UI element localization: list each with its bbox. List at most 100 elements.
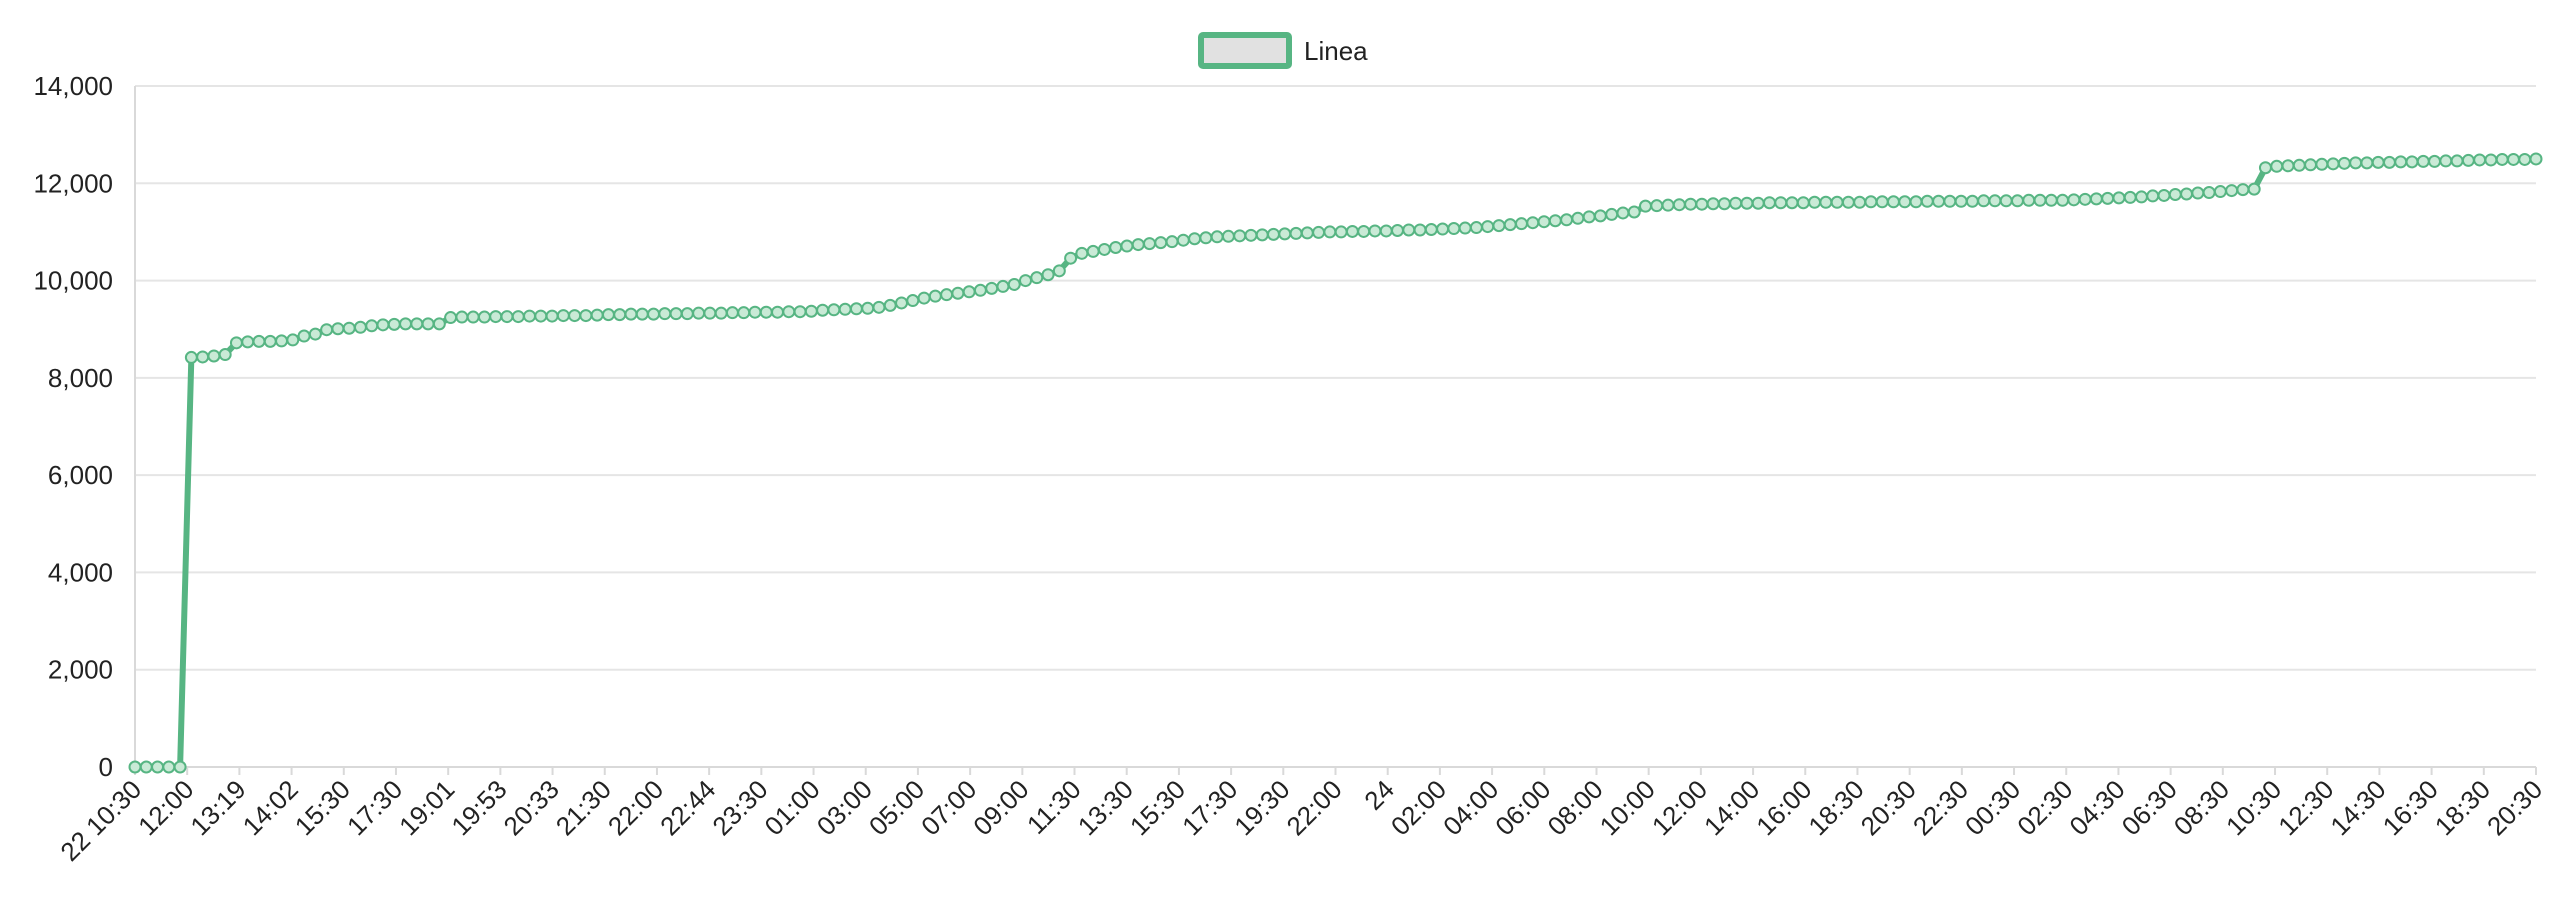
data-point[interactable] (872, 300, 886, 314)
data-point[interactable] (1379, 224, 1393, 238)
data-point[interactable] (1514, 217, 1528, 231)
data-point[interactable] (1097, 242, 1111, 256)
data-point[interactable] (1774, 196, 1788, 210)
data-point[interactable] (1334, 225, 1348, 239)
data-point[interactable] (1199, 231, 1213, 245)
data-point[interactable] (2078, 192, 2092, 206)
data-point[interactable] (1176, 233, 1190, 247)
data-point[interactable] (128, 760, 142, 774)
data-point[interactable] (1886, 195, 1900, 209)
data-point[interactable] (1954, 194, 1968, 208)
data-point[interactable] (1943, 194, 1957, 208)
data-point[interactable] (1898, 195, 1912, 209)
data-point[interactable] (1808, 195, 1822, 209)
data-point[interactable] (703, 306, 717, 320)
data-point[interactable] (692, 306, 706, 320)
data-point[interactable] (1740, 196, 1754, 210)
data-point[interactable] (297, 329, 311, 343)
data-point[interactable] (680, 307, 694, 321)
data-point[interactable] (1932, 194, 1946, 208)
data-point[interactable] (455, 310, 469, 324)
data-point[interactable] (1436, 222, 1450, 236)
data-point[interactable] (511, 310, 525, 324)
data-point[interactable] (782, 305, 796, 319)
data-point[interactable] (748, 305, 762, 319)
data-point[interactable] (1616, 206, 1630, 220)
data-point[interactable] (1684, 197, 1698, 211)
data-point[interactable] (2180, 187, 2194, 201)
data-point[interactable] (1638, 199, 1652, 213)
data-point[interactable] (1064, 251, 1078, 265)
data-point[interactable] (2428, 154, 2442, 168)
data-point[interactable] (759, 305, 773, 319)
data-point[interactable] (523, 309, 537, 323)
data-point[interactable] (196, 350, 210, 364)
data-point[interactable] (613, 308, 627, 322)
data-point[interactable] (2337, 156, 2351, 170)
data-point[interactable] (342, 321, 356, 335)
data-point[interactable] (1988, 194, 2002, 208)
data-point[interactable] (2270, 159, 2284, 173)
data-point[interactable] (1560, 213, 1574, 227)
data-point[interactable] (1977, 194, 1991, 208)
data-point[interactable] (365, 319, 379, 333)
data-point[interactable] (432, 317, 446, 331)
data-point[interactable] (2326, 157, 2340, 171)
data-point[interactable] (1244, 228, 1258, 242)
data-point[interactable] (376, 318, 390, 332)
data-point[interactable] (1853, 195, 1867, 209)
data-point[interactable] (218, 348, 232, 362)
data-point[interactable] (477, 310, 491, 324)
data-point[interactable] (1368, 224, 1382, 238)
data-point[interactable] (1052, 264, 1066, 278)
data-point[interactable] (1481, 220, 1495, 234)
data-point[interactable] (1413, 223, 1427, 237)
data-point[interactable] (816, 303, 830, 317)
data-point[interactable] (229, 336, 243, 350)
data-point[interactable] (2067, 193, 2081, 207)
data-point[interactable] (2304, 158, 2318, 172)
data-point[interactable] (1582, 210, 1596, 224)
data-point[interactable] (2439, 154, 2453, 168)
data-point[interactable] (1909, 195, 1923, 209)
data-point[interactable] (545, 309, 559, 323)
data-point[interactable] (601, 308, 615, 322)
data-point[interactable] (263, 334, 277, 348)
data-point[interactable] (2089, 192, 2103, 206)
data-point[interactable] (1492, 219, 1506, 233)
data-point[interactable] (579, 309, 593, 323)
data-point[interactable] (489, 310, 503, 324)
data-point[interactable] (2495, 152, 2509, 166)
data-point[interactable] (444, 311, 458, 325)
legend-swatch-linea[interactable] (1198, 32, 1292, 69)
data-point[interactable] (399, 317, 413, 331)
data-point[interactable] (714, 306, 728, 320)
data-point[interactable] (2247, 182, 2261, 196)
data-point[interactable] (1762, 196, 1776, 210)
data-point[interactable] (568, 309, 582, 323)
data-point[interactable] (1469, 221, 1483, 235)
data-point[interactable] (2213, 185, 2227, 199)
data-point[interactable] (2168, 187, 2182, 201)
data-point[interactable] (973, 283, 987, 297)
data-point[interactable] (1650, 199, 1664, 213)
data-point[interactable] (1120, 239, 1134, 253)
data-point[interactable] (2292, 158, 2306, 172)
data-point[interactable] (1526, 216, 1540, 230)
data-point[interactable] (827, 303, 841, 317)
data-point[interactable] (331, 322, 345, 336)
data-point[interactable] (1819, 195, 1833, 209)
data-point[interactable] (2416, 154, 2430, 168)
data-point[interactable] (737, 306, 751, 320)
data-point[interactable] (1402, 223, 1416, 237)
data-point[interactable] (1672, 198, 1686, 212)
data-point[interactable] (1751, 196, 1765, 210)
data-point[interactable] (421, 317, 435, 331)
data-point[interactable] (2349, 156, 2363, 170)
data-point[interactable] (1109, 240, 1123, 254)
data-point[interactable] (849, 302, 863, 316)
data-point[interactable] (1300, 226, 1314, 240)
data-point[interactable] (2405, 155, 2419, 169)
data-point[interactable] (2506, 152, 2520, 166)
data-point[interactable] (1131, 238, 1145, 252)
